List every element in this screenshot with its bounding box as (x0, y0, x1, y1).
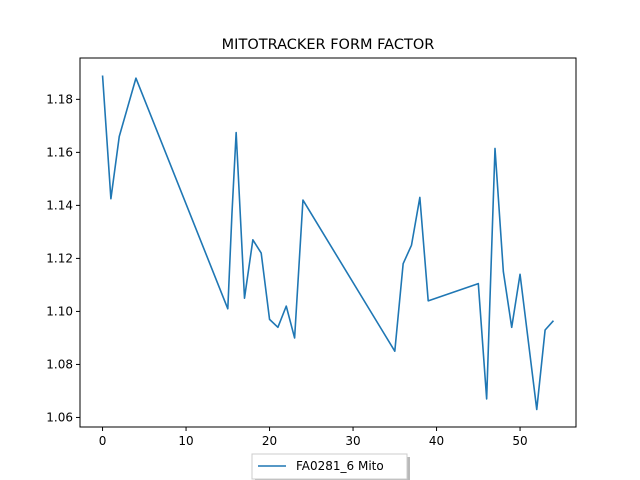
y-tick-label: 1.10 (46, 304, 73, 318)
legend: FA0281_6 Mito (251, 453, 410, 480)
y-tick-label: 1.06 (46, 410, 73, 424)
y-tick-label: 1.18 (46, 92, 73, 106)
plot-frame (79, 57, 577, 428)
x-tick-label: 0 (99, 434, 107, 448)
series-line-0 (101, 75, 555, 411)
x-tick-label: 40 (429, 434, 444, 448)
y-tick-label: 1.16 (46, 145, 73, 159)
y-tick-label: 1.14 (46, 198, 73, 212)
x-tick-label: 10 (178, 434, 193, 448)
chart-title: MITOTRACKER FORM FACTOR (222, 37, 435, 53)
legend-label: FA0281_6 Mito (296, 459, 384, 473)
y-tick-label: 1.08 (46, 357, 73, 371)
y-tick-label: 1.12 (46, 251, 73, 265)
x-tick-label: 30 (345, 434, 360, 448)
x-tick-label: 50 (512, 434, 527, 448)
x-tick-label: 20 (262, 434, 277, 448)
